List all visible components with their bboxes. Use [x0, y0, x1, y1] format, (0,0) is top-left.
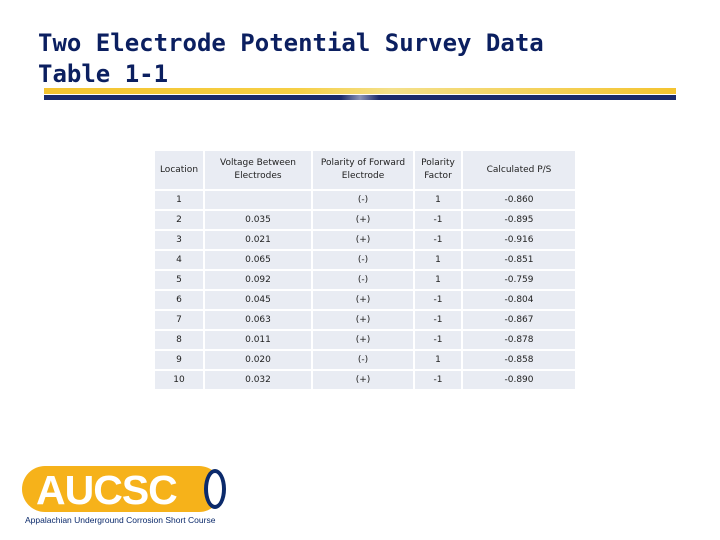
cell-location: 7 [155, 311, 203, 329]
column-header-polarity-forward: Polarity of Forward Electrode [313, 151, 413, 189]
slide-title: Two Electrode Potential Survey Data Tabl… [38, 28, 544, 90]
cell-location: 9 [155, 351, 203, 369]
cell-voltage: 0.021 [205, 231, 311, 249]
cell-voltage: 0.065 [205, 251, 311, 269]
cell-calculated-ps: -0.858 [463, 351, 575, 369]
cell-calculated-ps: -0.878 [463, 331, 575, 349]
logo-wordmark: AUCSC [36, 467, 178, 513]
cell-calculated-ps: -0.759 [463, 271, 575, 289]
cell-polarity-factor: 1 [415, 251, 461, 269]
cell-polarity-forward: (-) [313, 191, 413, 209]
table-header-row: Location Voltage Between Electrodes Pola… [155, 151, 575, 189]
column-header-polarity-factor: Polarity Factor [415, 151, 461, 189]
title-underline-gold [44, 88, 676, 94]
table-row: 5 0.092 (-) 1 -0.759 [155, 271, 575, 289]
cell-calculated-ps: -0.804 [463, 291, 575, 309]
cell-voltage [205, 191, 311, 209]
cell-location: 6 [155, 291, 203, 309]
column-header-voltage: Voltage Between Electrodes [205, 151, 311, 189]
cell-voltage: 0.032 [205, 371, 311, 389]
survey-data-table: Location Voltage Between Electrodes Pola… [153, 149, 577, 391]
cell-polarity-factor: 1 [415, 191, 461, 209]
cell-calculated-ps: -0.890 [463, 371, 575, 389]
table-row: 4 0.065 (-) 1 -0.851 [155, 251, 575, 269]
logo-ring-icon [204, 469, 226, 509]
table-row: 2 0.035 (+) -1 -0.895 [155, 211, 575, 229]
cell-polarity-forward: (+) [313, 311, 413, 329]
cell-polarity-factor: -1 [415, 291, 461, 309]
cell-polarity-forward: (+) [313, 371, 413, 389]
aucsc-logo: AUCSC Appalachian Underground Corrosion … [22, 466, 228, 528]
column-header-calculated-ps: Calculated P/S [463, 151, 575, 189]
cell-polarity-factor: 1 [415, 271, 461, 289]
title-underline-navy [44, 95, 676, 100]
cell-polarity-forward: (+) [313, 291, 413, 309]
table-row: 7 0.063 (+) -1 -0.867 [155, 311, 575, 329]
table-row: 3 0.021 (+) -1 -0.916 [155, 231, 575, 249]
logo-badge: AUCSC [22, 466, 226, 513]
cell-polarity-factor: 1 [415, 351, 461, 369]
cell-polarity-factor: -1 [415, 331, 461, 349]
cell-location: 1 [155, 191, 203, 209]
cell-calculated-ps: -0.916 [463, 231, 575, 249]
cell-voltage: 0.063 [205, 311, 311, 329]
cell-polarity-forward: (+) [313, 211, 413, 229]
cell-polarity-forward: (+) [313, 231, 413, 249]
logo-tagline: Appalachian Underground Corrosion Short … [25, 515, 216, 525]
cell-polarity-forward: (+) [313, 331, 413, 349]
cell-polarity-factor: -1 [415, 311, 461, 329]
cell-location: 8 [155, 331, 203, 349]
cell-voltage: 0.092 [205, 271, 311, 289]
cell-voltage: 0.020 [205, 351, 311, 369]
table-row: 8 0.011 (+) -1 -0.878 [155, 331, 575, 349]
cell-voltage: 0.035 [205, 211, 311, 229]
cell-voltage: 0.045 [205, 291, 311, 309]
table-row: 9 0.020 (-) 1 -0.858 [155, 351, 575, 369]
cell-location: 5 [155, 271, 203, 289]
cell-calculated-ps: -0.867 [463, 311, 575, 329]
cell-polarity-factor: -1 [415, 371, 461, 389]
cell-location: 10 [155, 371, 203, 389]
table-row: 1 (-) 1 -0.860 [155, 191, 575, 209]
table-body: 1 (-) 1 -0.860 2 0.035 (+) -1 -0.895 3 0.021 (+) -1-… [155, 191, 575, 389]
cell-calculated-ps: -0.860 [463, 191, 575, 209]
cell-voltage: 0.011 [205, 331, 311, 349]
cell-location: 2 [155, 211, 203, 229]
cell-polarity-forward: (-) [313, 271, 413, 289]
cell-polarity-factor: -1 [415, 211, 461, 229]
slide-title-line-2: Table 1-1 [38, 60, 169, 88]
cell-location: 3 [155, 231, 203, 249]
table-row: 6 0.045 (+) -1 -0.804 [155, 291, 575, 309]
cell-polarity-factor: -1 [415, 231, 461, 249]
cell-calculated-ps: -0.851 [463, 251, 575, 269]
cell-location: 4 [155, 251, 203, 269]
cell-calculated-ps: -0.895 [463, 211, 575, 229]
column-header-location: Location [155, 151, 203, 189]
table-row: 10 0.032 (+) -1 -0.890 [155, 371, 575, 389]
slide-title-line-1: Two Electrode Potential Survey Data [38, 29, 544, 57]
cell-polarity-forward: (-) [313, 351, 413, 369]
cell-polarity-forward: (-) [313, 251, 413, 269]
